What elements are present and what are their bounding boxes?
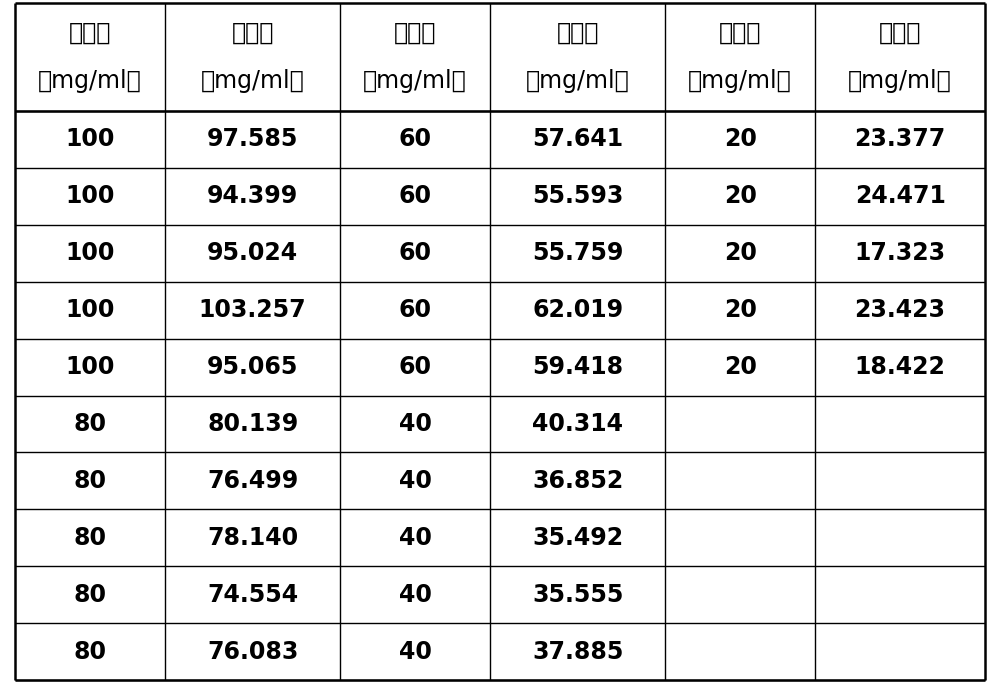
Text: 62.019: 62.019 xyxy=(532,298,623,322)
Text: 100: 100 xyxy=(65,355,115,379)
Text: 78.140: 78.140 xyxy=(207,526,298,550)
Text: 40: 40 xyxy=(399,526,432,550)
Text: 真实值: 真实值 xyxy=(394,21,436,44)
Text: （mg/ml）: （mg/ml） xyxy=(526,69,629,93)
Text: 60: 60 xyxy=(399,185,432,208)
Text: 76.499: 76.499 xyxy=(207,469,298,493)
Text: 95.065: 95.065 xyxy=(207,355,298,379)
Text: 18.422: 18.422 xyxy=(855,355,946,379)
Text: 94.399: 94.399 xyxy=(207,185,298,208)
Text: 20: 20 xyxy=(724,185,757,208)
Text: 80: 80 xyxy=(74,526,107,550)
Text: 预测值: 预测值 xyxy=(556,21,599,44)
Text: 59.418: 59.418 xyxy=(532,355,623,379)
Text: 80: 80 xyxy=(74,412,107,436)
Text: 37.885: 37.885 xyxy=(532,640,623,663)
Text: 57.641: 57.641 xyxy=(532,128,623,151)
Text: 80: 80 xyxy=(74,469,107,493)
Text: 55.759: 55.759 xyxy=(532,242,623,265)
Text: 40: 40 xyxy=(399,412,432,436)
Text: 60: 60 xyxy=(399,128,432,151)
Text: 40.314: 40.314 xyxy=(532,412,623,436)
Text: 24.471: 24.471 xyxy=(855,185,946,208)
Text: 23.423: 23.423 xyxy=(855,298,946,322)
Text: 40: 40 xyxy=(399,469,432,493)
Text: 真实值: 真实值 xyxy=(719,21,761,44)
Text: 20: 20 xyxy=(724,355,757,379)
Text: 100: 100 xyxy=(65,128,115,151)
Text: 35.492: 35.492 xyxy=(532,526,623,550)
Text: 20: 20 xyxy=(724,242,757,265)
Text: 80: 80 xyxy=(74,640,107,663)
Text: 预测值: 预测值 xyxy=(879,21,921,44)
Text: 17.323: 17.323 xyxy=(855,242,946,265)
Text: 60: 60 xyxy=(399,242,432,265)
Text: 20: 20 xyxy=(724,298,757,322)
Text: 74.554: 74.554 xyxy=(207,583,298,607)
Text: 55.593: 55.593 xyxy=(532,185,623,208)
Text: 100: 100 xyxy=(65,242,115,265)
Text: 80: 80 xyxy=(74,583,107,607)
Text: 预测值: 预测值 xyxy=(231,21,274,44)
Text: （mg/ml）: （mg/ml） xyxy=(201,69,305,93)
Text: 100: 100 xyxy=(65,298,115,322)
Text: 95.024: 95.024 xyxy=(207,242,298,265)
Text: 20: 20 xyxy=(724,128,757,151)
Text: 23.377: 23.377 xyxy=(854,128,946,151)
Text: 103.257: 103.257 xyxy=(199,298,306,322)
Text: 100: 100 xyxy=(65,185,115,208)
Text: （mg/ml）: （mg/ml） xyxy=(848,69,952,93)
Text: 60: 60 xyxy=(399,298,432,322)
Text: （mg/ml）: （mg/ml） xyxy=(38,69,142,93)
Text: 60: 60 xyxy=(399,355,432,379)
Text: 35.555: 35.555 xyxy=(532,583,623,607)
Text: 真实值: 真实值 xyxy=(69,21,111,44)
Text: 40: 40 xyxy=(399,583,432,607)
Text: （mg/ml）: （mg/ml） xyxy=(688,69,792,93)
Text: 40: 40 xyxy=(399,640,432,663)
Text: （mg/ml）: （mg/ml） xyxy=(363,69,467,93)
Text: 97.585: 97.585 xyxy=(207,128,298,151)
Text: 80.139: 80.139 xyxy=(207,412,298,436)
Text: 36.852: 36.852 xyxy=(532,469,623,493)
Text: 76.083: 76.083 xyxy=(207,640,298,663)
